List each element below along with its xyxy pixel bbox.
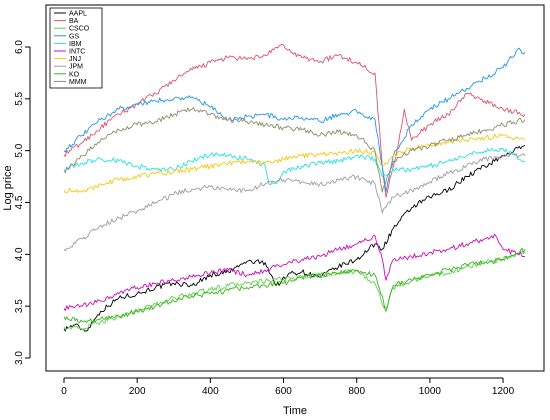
plot-frame bbox=[45, 4, 545, 372]
legend-label-jnj: JNJ bbox=[69, 56, 81, 63]
series-line-ko bbox=[63, 247, 526, 324]
y-tick-label: 5.5 bbox=[14, 91, 25, 105]
y-axis-label: Log price bbox=[2, 165, 14, 210]
x-tick-label: 1200 bbox=[492, 386, 515, 397]
series-line-mmm bbox=[63, 107, 526, 193]
x-tick-label: 600 bbox=[275, 386, 292, 397]
x-axis-label: Time bbox=[283, 405, 307, 417]
y-tick-label: 3.0 bbox=[14, 351, 25, 365]
x-tick-label: 1000 bbox=[419, 386, 442, 397]
axes-layer: 0 200 400 600 800 1000 1200 3.0 3.5 4.0 4.5 5.0 5.5 6… bbox=[14, 40, 515, 397]
x-tick-label: 400 bbox=[202, 386, 219, 397]
legend-box bbox=[49, 7, 103, 89]
legend-label-ibm: IBM bbox=[69, 41, 82, 48]
series-line-ibm bbox=[63, 147, 526, 185]
legend-label-jpm: JPM bbox=[69, 64, 83, 71]
x-tick-label: 200 bbox=[129, 386, 146, 397]
legend-label-mmm: MMM bbox=[69, 79, 87, 86]
legend-label-csco: CSCO bbox=[69, 26, 90, 33]
series-line-aapl bbox=[63, 145, 526, 332]
x-tick-label: 0 bbox=[61, 386, 67, 397]
series-line-gs bbox=[63, 47, 526, 193]
legend-label-ko: KO bbox=[69, 71, 80, 78]
y-tick-label: 4.0 bbox=[14, 247, 25, 261]
y-tick-label: 4.5 bbox=[14, 195, 25, 209]
y-tick-label: 5.0 bbox=[14, 143, 25, 157]
series-line-jnj bbox=[63, 133, 526, 194]
series-line-ba bbox=[63, 43, 526, 198]
y-tick-label: 6.0 bbox=[14, 40, 25, 54]
series-line-csco bbox=[63, 250, 526, 331]
legend-label-intc: INTC bbox=[69, 49, 85, 56]
series-line-intc bbox=[63, 233, 526, 312]
legend-label-gs: GS bbox=[69, 33, 79, 40]
x-tick-label: 800 bbox=[348, 386, 365, 397]
legend-label-ba: BA bbox=[69, 18, 79, 25]
y-tick-label: 3.5 bbox=[14, 299, 25, 313]
series-layer bbox=[63, 43, 526, 332]
series-line-jpm bbox=[63, 153, 526, 252]
legend-label-aapl: AAPL bbox=[69, 11, 87, 18]
